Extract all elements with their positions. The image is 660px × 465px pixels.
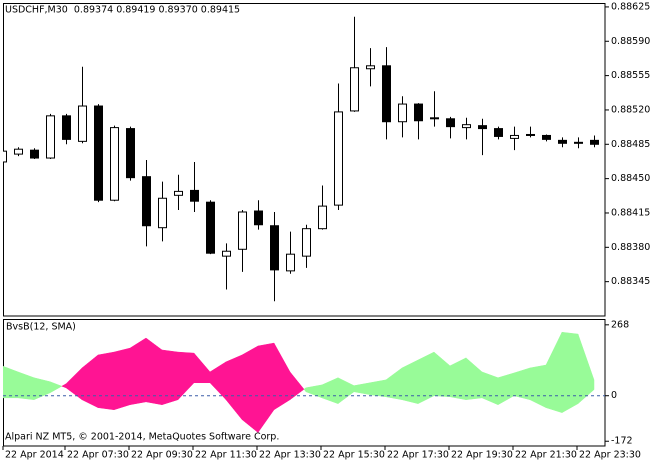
y-tick-label: 0.88625 [611,1,650,12]
x-tick-label: 22 Apr 09:30 [131,450,193,461]
candle-body [14,148,23,155]
candle-body [174,190,183,196]
candle-body [414,103,423,122]
y-tick-label: 0.88485 [611,139,650,150]
candle-body [126,128,135,179]
y-tick-label: 0.88520 [611,104,650,115]
x-tick-label: 22 Apr 19:30 [451,450,513,461]
copyright-annotation: Alpari NZ MT5, © 2001-2014, MetaQuotes S… [5,432,279,443]
filling-segment [369,379,387,398]
filling-segment [49,381,63,394]
chart-title: USDCHF,M30 0.89374 0.89419 0.89370 0.894… [5,5,240,16]
candle-body [478,125,487,130]
y-tick-label: 0.88590 [611,36,650,47]
candle-body [510,134,519,139]
candle-body [558,139,567,144]
candle-body [302,228,311,257]
y-tick-label: 0.88345 [611,276,650,287]
candle-body [398,103,407,123]
candle-body [462,124,471,129]
candle-body [3,150,7,163]
candle-body [238,211,247,250]
candle-body [270,225,279,271]
x-tick-label: 22 Apr 23:30 [579,450,641,461]
filling-segment [577,333,595,405]
y-tick-label: 0.88450 [611,173,650,184]
candle-body [94,105,103,201]
main-panel [3,3,606,317]
candle-body [430,117,439,120]
y-tick-label: 0.88415 [611,207,650,218]
price-plot [3,16,599,302]
candle-body [222,250,231,257]
x-tick-label: 22 Apr 15:30 [323,450,385,461]
candle-body [366,65,375,70]
candle-body [286,253,295,272]
y-tick-label: 268 [611,319,629,330]
filling-segment [97,351,115,411]
candle-body [158,197,167,229]
filling-segment [513,367,531,401]
candle-body [254,210,263,226]
candle-body [494,128,503,137]
x-tick-label: 22 Apr 17:30 [387,450,449,461]
x-tick-label: 22 Apr 11:30 [195,450,257,461]
candle-body [46,115,55,159]
filling-segment [289,371,305,401]
y-tick-label: 0 [611,390,617,401]
candle-body [446,118,455,128]
candle-body [542,134,551,140]
candle-body [590,139,599,145]
candle-body [318,205,327,230]
indicator-plot [3,331,605,434]
candle-body [62,115,71,140]
x-tick-label: 22 Apr 07:30 [67,450,129,461]
axes: 22 Apr 2014 22 Apr 07:30 22 Apr 09:30 22 Ap… [2,1,650,461]
candle-body [30,149,39,159]
y-tick-label: 0.88380 [611,242,650,253]
filling-segment [401,359,419,404]
candle-body [142,176,151,227]
candle-body [526,133,535,136]
candle-body [190,189,199,202]
filling-segment [241,345,259,434]
x-tick-label: 22 Apr 2014 [5,450,64,461]
filling-segment [161,349,179,406]
y-tick-label: 0.88555 [611,70,650,81]
candle-body [334,111,343,206]
y-tick-label: -172 [611,436,633,447]
candle-body [350,67,359,112]
x-tick-label: 22 Apr 13:30 [259,450,321,461]
filling-segment [561,331,579,414]
filling-segment [145,337,163,406]
candle-body [382,65,391,123]
candle-body [206,201,215,254]
candle-body [110,127,119,201]
indicator-title: BvsB(12, SMA) [6,322,76,333]
candle-body [78,105,87,142]
candle-body [574,141,583,144]
filling-segment [129,337,147,406]
filling-segment [113,347,131,411]
x-tick-label: 22 Apr 21:30 [515,450,577,461]
